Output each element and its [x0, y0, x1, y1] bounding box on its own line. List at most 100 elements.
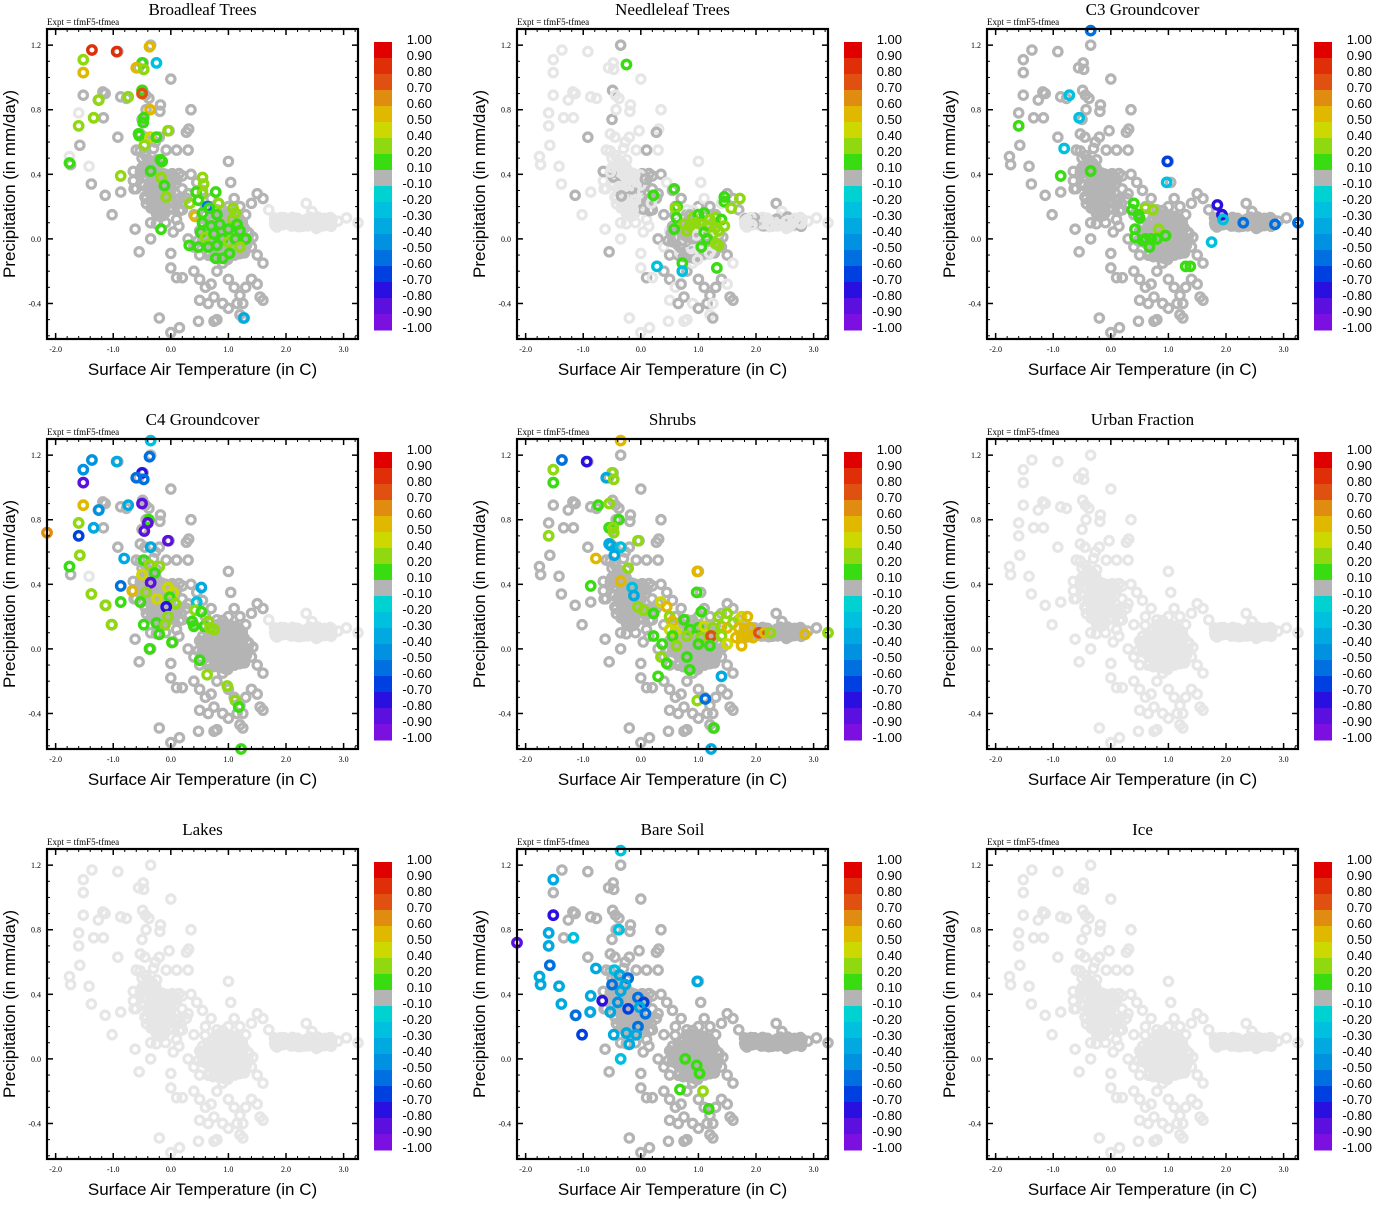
x-tick-label: 2.0	[281, 345, 291, 354]
background-point	[1118, 185, 1126, 193]
background-point	[207, 280, 215, 288]
colorbar-label: -1.00	[872, 320, 902, 335]
colorbar-segment	[1314, 42, 1332, 59]
background-point	[76, 141, 84, 149]
y-tick-label: 0.4	[971, 170, 981, 179]
highlighted-point	[65, 562, 73, 570]
x-tick-label: 2.0	[281, 755, 291, 764]
colorbar-label: 0.40	[407, 538, 432, 553]
background-point	[657, 170, 665, 178]
highlighted-point	[145, 645, 153, 653]
colorbar-segment	[1314, 202, 1332, 219]
background-point	[1082, 106, 1090, 114]
background-point	[253, 690, 261, 698]
background-point	[772, 199, 780, 207]
background-point	[1019, 55, 1027, 63]
highlighted-point	[124, 93, 132, 101]
background-point	[549, 68, 557, 76]
colorbar-segment	[844, 676, 862, 693]
background-point	[1127, 170, 1135, 178]
background-point	[584, 133, 592, 141]
colorbar-segment	[374, 234, 392, 251]
highlighted-point	[1014, 122, 1022, 130]
background-point	[1041, 191, 1049, 199]
highlighted-point	[622, 60, 630, 68]
highlighted-point	[112, 457, 120, 465]
colorbar-label: 0.80	[1347, 64, 1372, 79]
highlighted-point	[117, 598, 125, 606]
background-point	[536, 160, 544, 168]
x-tick-label: 0.0	[1106, 345, 1116, 354]
colorbar-segment	[844, 298, 862, 315]
y-tick-label: -0.4	[498, 709, 511, 718]
highlighted-point	[658, 640, 666, 648]
background-point	[241, 693, 249, 701]
background-point	[224, 567, 232, 575]
y-tick-label: 0.0	[31, 235, 41, 244]
colorbar-segment	[374, 266, 392, 283]
highlighted-point	[79, 465, 87, 473]
background-point	[1054, 47, 1062, 55]
background-point	[1057, 598, 1065, 606]
highlighted-point	[194, 196, 202, 204]
background-point	[601, 635, 609, 643]
points-layer	[535, 41, 832, 337]
background-point	[87, 180, 95, 188]
y-tick-label: -0.4	[968, 299, 981, 308]
background-point	[1057, 188, 1065, 196]
colorbar-segment	[844, 122, 862, 139]
background-point	[546, 551, 554, 559]
background-point	[665, 251, 673, 259]
x-axis-label: Surface Air Temperature (in C)	[558, 360, 787, 379]
background-point	[1205, 616, 1213, 624]
highlighted-point	[624, 564, 632, 572]
colorbar-label: 1.00	[1347, 32, 1372, 47]
colorbar-segment	[844, 660, 862, 677]
colorbar-segment	[1314, 282, 1332, 299]
colorbar-label: -0.90	[402, 304, 432, 319]
background-point	[637, 674, 645, 682]
background-point	[247, 609, 255, 617]
colorbar-segment	[374, 314, 392, 331]
background-point	[101, 191, 109, 199]
panel-title: Needleleaf Trees	[615, 0, 730, 19]
y-tick-label: 1.2	[971, 41, 981, 50]
colorbar-label: -0.70	[1342, 272, 1372, 287]
background-point	[1095, 314, 1103, 322]
background-point	[697, 178, 705, 186]
background-point	[114, 543, 122, 551]
colorbar-segment	[374, 250, 392, 267]
background-point	[694, 304, 702, 312]
colorbar-label: -0.60	[402, 666, 432, 681]
colorbar-segment	[1314, 74, 1332, 91]
background-point	[557, 590, 565, 598]
colorbar-label: -0.20	[402, 602, 432, 617]
highlighted-point	[701, 695, 709, 703]
highlighted-point	[653, 262, 661, 270]
background-point	[1193, 690, 1201, 698]
background-point	[555, 572, 563, 580]
background-point	[213, 267, 221, 275]
colorbar-segment	[844, 516, 862, 533]
colorbar-segment	[1314, 298, 1332, 315]
background-point	[184, 146, 192, 154]
colorbar-segment	[1314, 154, 1332, 171]
background-point	[253, 251, 261, 259]
colorbar-segment	[374, 170, 392, 187]
background-point	[605, 248, 613, 256]
colorbar-label: -0.50	[872, 240, 902, 255]
colorbar-label: -0.70	[872, 682, 902, 697]
highlighted-point	[74, 532, 82, 540]
colorbar-segment	[374, 42, 392, 59]
background-point	[1199, 669, 1207, 677]
colorbar-label: 0.50	[407, 522, 432, 537]
background-point	[1027, 180, 1035, 188]
background-point	[642, 146, 650, 154]
background-point	[1130, 677, 1138, 685]
x-tick-label: -1.0	[107, 345, 120, 354]
colorbar-segment	[374, 90, 392, 107]
y-tick-label: 0.4	[31, 580, 41, 589]
background-point	[664, 727, 672, 735]
background-point	[559, 114, 567, 122]
